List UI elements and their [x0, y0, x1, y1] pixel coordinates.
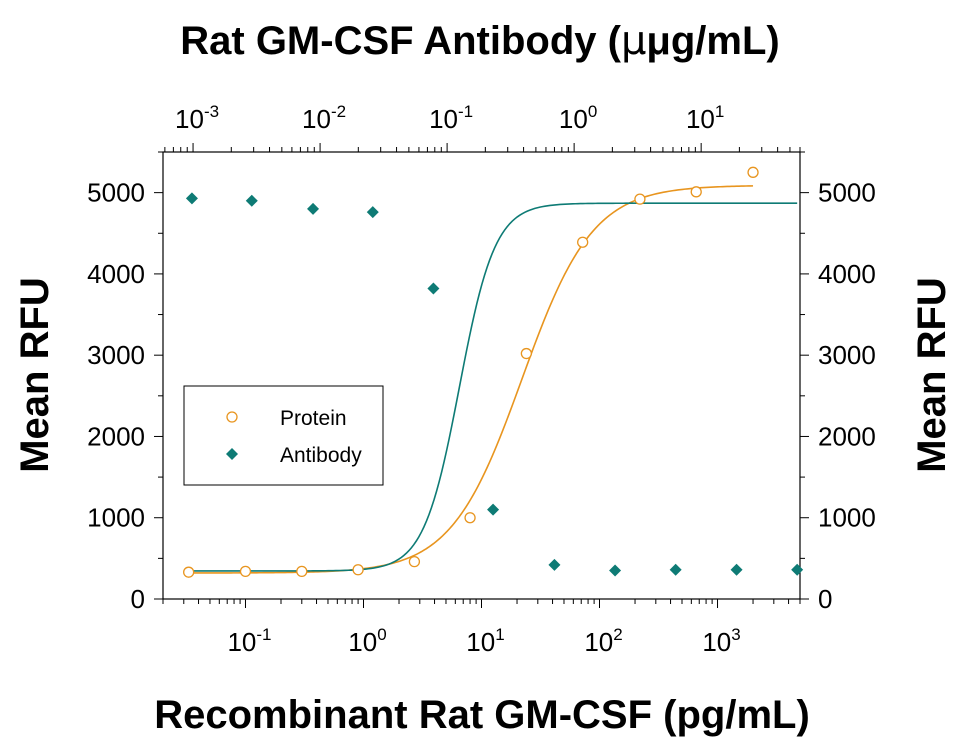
y-tick-label-left: 3000 — [87, 340, 145, 370]
data-point-antibody — [427, 282, 440, 295]
data-point-protein — [634, 193, 646, 205]
data-point-protein — [747, 166, 759, 178]
bottom-x-axis-ticks: 10-1 100 101 102 103 — [162, 599, 801, 657]
y-tick-label-left: 5000 — [87, 178, 145, 208]
x-tick-label-bottom: 102 — [584, 625, 622, 657]
x-tick-label-top: 10-3 — [175, 102, 219, 134]
data-point-protein — [239, 565, 252, 578]
y-tick-label-left: 0 — [131, 584, 145, 614]
data-point-antibody — [730, 563, 743, 576]
fit-curves — [188, 185, 798, 574]
data-point-antibody — [548, 558, 561, 571]
data-point-protein — [577, 236, 589, 248]
fit-curve-antibody — [191, 202, 798, 572]
x-tick-label-top: 100 — [559, 102, 597, 134]
data-points — [183, 166, 804, 578]
y-axis-ticks: 0 0 1000 1000 2000 2000 3000 3000 4000 4000 5000 50… — [87, 151, 876, 614]
y-tick-label-left: 2000 — [87, 421, 145, 451]
y-tick-label-left: 4000 — [87, 259, 145, 289]
bottom-axis-title: Recombinant Rat GM-CSF (pg/mL) — [154, 693, 810, 737]
data-point-protein — [520, 347, 533, 360]
data-point-antibody — [609, 564, 622, 577]
y-tick-label-right: 4000 — [818, 259, 876, 289]
y-tick-label-right: 2000 — [818, 421, 876, 451]
data-point-antibody — [487, 503, 500, 516]
data-point-protein — [296, 565, 308, 578]
data-point-protein — [183, 566, 195, 578]
top-x-axis-ticks: 10-3 10-2 10-1 100 101 — [164, 102, 801, 152]
legend: Protein Antibody — [183, 385, 384, 486]
legend-marker-protein — [226, 411, 238, 423]
y-tick-label-left: 1000 — [87, 503, 145, 533]
left-axis-title: Mean RFU — [13, 277, 57, 473]
legend-label-antibody: Antibody — [280, 444, 362, 467]
x-tick-label-top: 101 — [686, 102, 724, 134]
x-tick-label-top: 10-2 — [302, 102, 346, 134]
x-tick-label-bottom: 100 — [348, 625, 386, 657]
plot-area-frame — [162, 151, 801, 600]
x-tick-label-top: 10-1 — [429, 102, 473, 134]
top-axis-title: Rat GM-CSF Antibody (μμg/mL) — [180, 18, 779, 64]
x-tick-label-bottom: 103 — [702, 625, 740, 657]
data-point-protein — [690, 186, 702, 198]
data-point-antibody — [307, 202, 320, 215]
data-point-antibody — [245, 194, 258, 207]
x-tick-label-bottom: 101 — [466, 625, 504, 657]
y-tick-label-right: 5000 — [818, 178, 876, 208]
y-tick-label-right: 3000 — [818, 340, 876, 370]
y-tick-label-right: 0 — [818, 584, 832, 614]
legend-label-protein: Protein — [280, 407, 347, 430]
data-point-antibody — [791, 563, 804, 576]
fit-curve-protein — [188, 185, 754, 574]
y-tick-label-right: 1000 — [818, 503, 876, 533]
data-point-protein — [352, 564, 364, 576]
legend-box — [183, 385, 384, 486]
data-point-antibody — [185, 192, 198, 205]
data-point-protein — [408, 555, 421, 568]
legend-marker-antibody — [226, 448, 238, 460]
data-point-antibody — [366, 206, 379, 219]
data-point-antibody — [669, 563, 682, 576]
right-axis-title: Mean RFU — [910, 277, 954, 473]
x-tick-label-bottom: 10-1 — [227, 625, 271, 657]
data-point-protein — [464, 512, 476, 524]
